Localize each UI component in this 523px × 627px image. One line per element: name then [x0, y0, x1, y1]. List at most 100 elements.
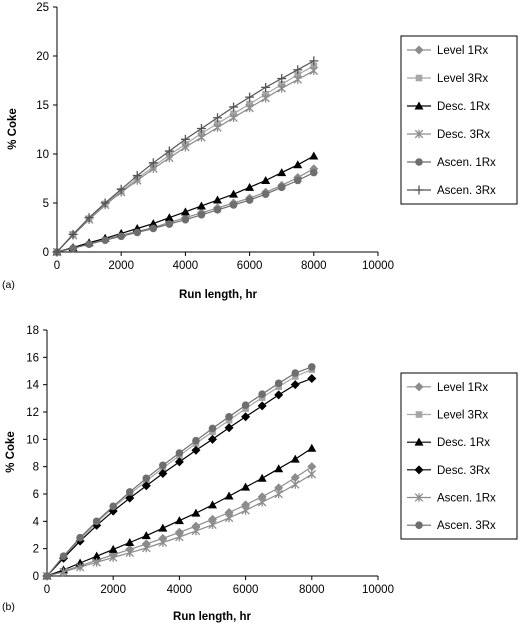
series-b-5 [43, 363, 316, 580]
data-point-b-2 [224, 491, 234, 500]
data-point-b-0 [274, 483, 284, 493]
data-point-b-4 [59, 567, 68, 577]
y-tick-label-b: 6 [33, 489, 39, 501]
data-point-b-5 [291, 369, 300, 377]
data-point-a-5 [132, 171, 142, 181]
data-point-a-2 [261, 175, 271, 184]
x-tick-label-b: 2000 [100, 584, 126, 596]
y-tick-label-b: 2 [33, 544, 39, 556]
legend-item-b-2: Desc. 1Rx [407, 437, 490, 449]
data-point-a-4 [165, 220, 174, 228]
x-tick-label-a: 10000 [362, 260, 394, 272]
data-point-a-2 [164, 213, 174, 222]
data-point-a-5 [229, 102, 239, 112]
y-tick-label-a: 20 [36, 51, 49, 63]
data-point-a-4 [245, 196, 254, 204]
x-tick-label-a: 8000 [301, 260, 327, 272]
series-b-3 [42, 374, 317, 581]
legend-label-a-4: Ascen. 1Rx [437, 157, 496, 169]
series-line-a-2 [56, 155, 315, 253]
legend-item-a-0: Level 1Rx [407, 45, 488, 57]
data-point-a-4 [229, 201, 238, 209]
legend-a: Level 1Rx Level 3Rx Desc. 1Rx Desc. 3Rx Asce… [400, 35, 518, 205]
x-tick-label-b: 4000 [167, 584, 193, 596]
data-point-a-3 [293, 75, 303, 84]
x-tick-label-a: 6000 [237, 260, 263, 272]
series-line-b-2 [46, 447, 313, 577]
data-point-b-4 [175, 532, 184, 542]
data-point-b-3 [290, 380, 300, 390]
data-point-b-3 [257, 401, 267, 411]
legend-label-a-3: Desc. 3Rx [437, 129, 490, 141]
data-point-b-5 [109, 502, 117, 511]
data-point-b-3 [125, 493, 135, 503]
legend-marker-b-4 [414, 493, 424, 502]
legend-label-a-1: Level 3Rx [437, 73, 488, 85]
data-point-a-4 [149, 224, 158, 233]
x-tick-label-b: 10000 [362, 584, 394, 596]
data-point-b-5 [308, 363, 316, 371]
y-tick-label-a: 15 [36, 100, 49, 112]
plot-area-b: 0 2 4 6 8 10 12 14 16 18 0 2000 4000 6000 8000 10000 [26, 325, 394, 596]
plot-area-a: 0 5 10 15 20 25 0 2000 4000 6000 8000 10000 [36, 2, 394, 272]
data-point-a-2 [293, 160, 303, 169]
data-point-b-5 [43, 572, 51, 580]
y-tick-label-b: 8 [33, 462, 39, 474]
x-tick-label-a: 2000 [108, 260, 134, 272]
legend-item-a-3: Desc. 3Rx [407, 129, 490, 141]
data-point-b-5 [92, 517, 101, 526]
data-point-b-2 [257, 473, 267, 482]
data-point-a-3 [245, 103, 254, 113]
legend-marker-b-5 [415, 521, 423, 529]
series-b-4 [42, 469, 317, 581]
data-point-b-2 [290, 454, 300, 463]
data-point-b-0 [208, 514, 217, 524]
data-point-b-3 [224, 423, 234, 433]
data-point-b-3 [307, 374, 317, 384]
data-point-a-1 [294, 71, 302, 78]
data-point-a-4 [69, 244, 77, 253]
legend-marker-b-0 [414, 382, 424, 392]
series-line-a-3 [56, 70, 315, 253]
y-axis-label-b: % Coke [5, 431, 17, 473]
data-point-b-5 [125, 488, 134, 496]
data-point-b-3 [208, 434, 217, 444]
data-point-b-0 [257, 492, 267, 502]
data-point-b-4 [307, 469, 317, 479]
chart-panel-b: 0 2 4 6 8 10 12 14 16 18 0 2000 4000 6000 8000 10000 % … [2, 325, 518, 623]
data-point-a-3 [213, 123, 222, 132]
data-point-a-3 [181, 142, 190, 152]
legend-item-a-4: Ascen. 1Rx [407, 157, 496, 169]
data-point-a-4 [181, 215, 190, 224]
legend-label-a-2: Desc. 1Rx [437, 101, 490, 113]
data-point-b-3 [174, 457, 184, 467]
data-point-a-4 [310, 168, 318, 177]
data-point-b-4 [274, 489, 283, 499]
y-tick-label-a: 10 [36, 149, 49, 161]
legend-marker-b-2 [414, 437, 424, 446]
legend-marker-a-2 [414, 101, 424, 110]
data-point-b-2 [208, 500, 217, 509]
series-a-2 [52, 151, 319, 256]
y-tick-label-b: 18 [26, 325, 39, 337]
legend-label-b-3: Desc. 3Rx [437, 465, 490, 477]
data-point-b-4 [75, 562, 85, 572]
data-point-a-5 [293, 65, 303, 75]
legend-item-a-5: Ascen. 3Rx [407, 185, 496, 197]
data-point-b-4 [208, 520, 217, 530]
data-point-b-4 [158, 538, 168, 547]
data-point-a-4 [117, 232, 125, 241]
data-point-a-2 [180, 207, 190, 216]
data-point-b-2 [174, 516, 184, 525]
data-point-a-4 [85, 240, 93, 248]
data-point-a-2 [245, 182, 255, 191]
data-point-a-5 [245, 92, 255, 102]
data-point-a-2 [148, 219, 158, 228]
legend-item-a-2: Desc. 1Rx [407, 101, 490, 113]
legend-box-a [400, 35, 518, 205]
series-line-a-1 [56, 65, 315, 253]
y-tick-label-b: 4 [33, 516, 40, 528]
y-tick-label-b: 0 [33, 571, 39, 583]
data-point-b-2 [307, 443, 317, 452]
legend-marker-b-1 [415, 411, 423, 418]
